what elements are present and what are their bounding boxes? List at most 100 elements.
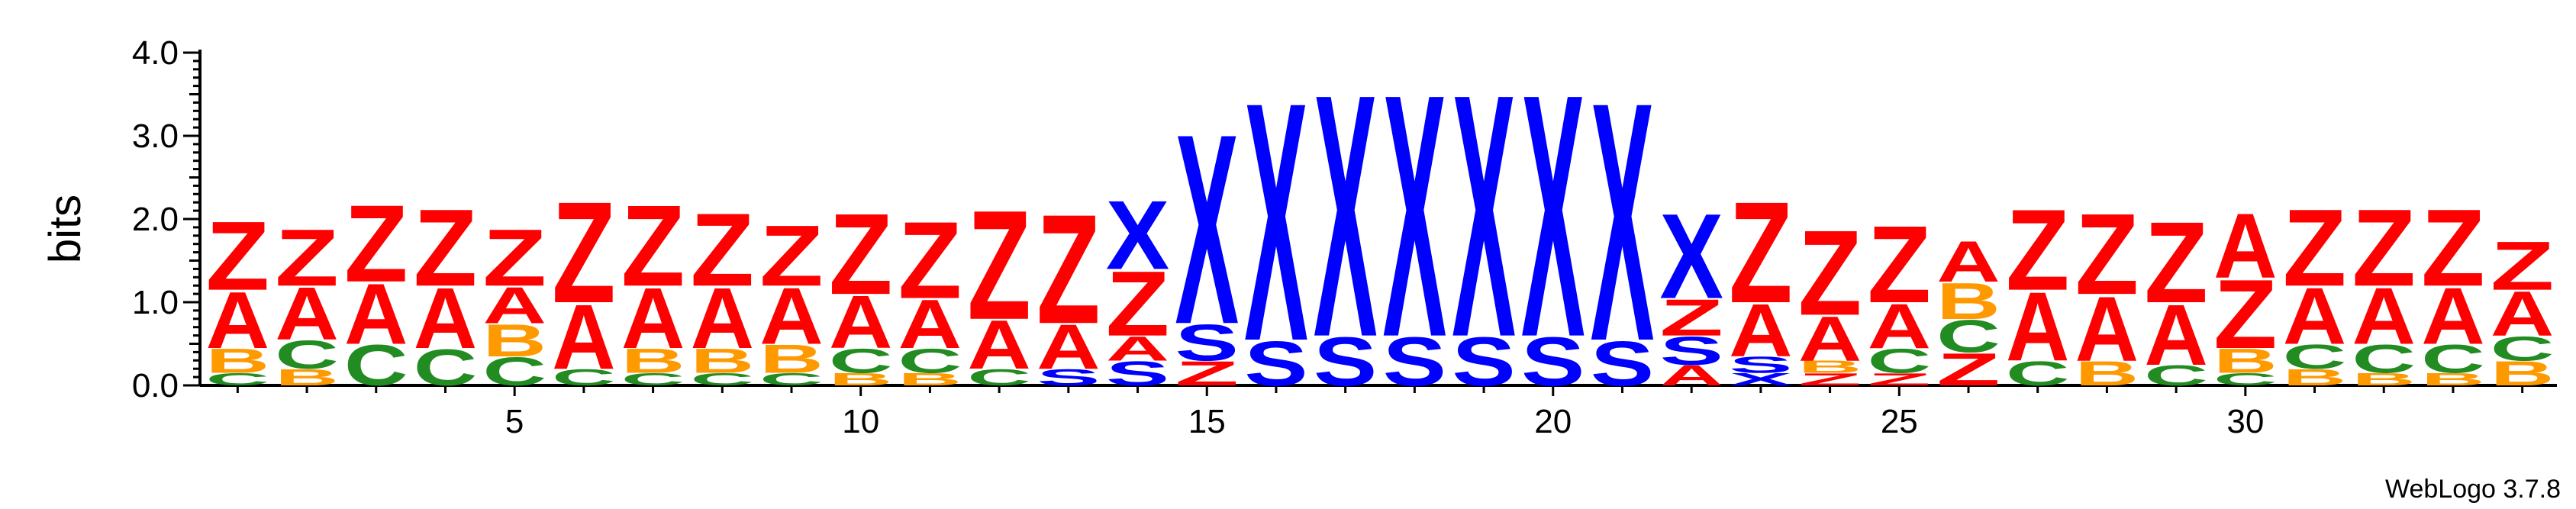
logo-letter-a: A — [2352, 272, 2416, 362]
logo-letter-x: X — [1452, 21, 1516, 410]
logo-letter-z: Z — [1659, 288, 1723, 346]
logo-letter-s: S — [1729, 353, 1792, 379]
logo-letter-s: S — [1037, 365, 1100, 391]
logo-letter-z: Z — [206, 201, 269, 311]
logo-letter-z: Z — [2213, 260, 2277, 370]
logo-letter-x: X — [1521, 21, 1585, 410]
logo-letter-c: C — [482, 350, 546, 395]
logo-letter-a: A — [1868, 292, 1931, 362]
logo-letter-b: B — [829, 370, 892, 389]
logo-letter-c: C — [621, 370, 685, 389]
logo-letter-a: A — [759, 272, 823, 362]
logo-letter-b: B — [2213, 342, 2277, 381]
logo-letter-c: C — [829, 342, 892, 381]
logo-letter-z: Z — [344, 182, 408, 305]
logo-letter-z: Z — [1037, 182, 1100, 356]
logo-column: SX — [1383, 21, 1447, 410]
logo-letter-c: C — [2283, 337, 2346, 376]
logo-letter-z: Z — [414, 186, 477, 309]
logo-letter-a: A — [898, 286, 962, 363]
logo-letter-a: A — [2144, 287, 2207, 384]
logo-letter-a: A — [2283, 272, 2346, 362]
logo-letter-z: Z — [1868, 369, 1931, 389]
logo-letter-s: S — [1452, 324, 1515, 401]
logo-letter-z: Z — [967, 178, 1030, 352]
logo-letter-c: C — [275, 333, 338, 378]
logo-letter-c: C — [691, 370, 754, 389]
logo-letter-c: C — [967, 365, 1030, 391]
logo-letter-z: Z — [2352, 186, 2416, 309]
logo-letter-z: Z — [621, 181, 685, 311]
y-axis: 0.0 1.0 2.0 3.0 4.0 — [132, 34, 202, 404]
logo-letter-z: Z — [1936, 344, 2000, 396]
logo-column: CAZ — [967, 178, 1030, 390]
logo-letter-z: Z — [2006, 185, 2069, 314]
logo-letter-b: B — [2491, 354, 2554, 393]
logo-letter-s: S — [1383, 324, 1446, 401]
x-axis: 5 10 15 20 25 30 — [200, 384, 2557, 440]
logo-letter-a: A — [2075, 278, 2139, 381]
logo-letter-z: Z — [275, 212, 338, 303]
logo-letter-a: A — [344, 266, 408, 362]
logo-letter-a: A — [2213, 195, 2277, 298]
logo-letter-z: Z — [1175, 354, 1239, 393]
logo-column: SX — [1244, 32, 1308, 412]
logo-letter-x: X — [1659, 189, 1723, 324]
logo-letter-x: X — [1314, 21, 1378, 410]
logo-letter-a: A — [275, 272, 338, 356]
logo-letter-z: Z — [829, 189, 892, 319]
logo-letter-z: Z — [1106, 253, 1169, 356]
logo-letter-c: C — [1936, 310, 2000, 362]
logo-letter-x: X — [1175, 78, 1240, 382]
logo-letter-z: Z — [2075, 189, 2139, 319]
logo-letter-c: C — [1868, 342, 1931, 381]
logo-letter-b: B — [2283, 365, 2346, 391]
logo-letter-c: C — [2006, 354, 2069, 393]
x-tick-label: 30 — [2226, 403, 2264, 440]
x-tick-label: 25 — [1881, 403, 1918, 440]
logo-letter-a: A — [206, 275, 269, 366]
logo-letter-s: S — [1521, 324, 1585, 401]
logo-letter-b: B — [206, 342, 269, 381]
logo-letter-c: C — [344, 333, 408, 398]
x-tick-label: 10 — [842, 403, 879, 440]
x-tick-label: 5 — [505, 403, 524, 440]
logo-letter-z: Z — [898, 198, 962, 321]
logo-letter-c: C — [898, 342, 962, 381]
logo-letter-z: Z — [1868, 203, 1931, 326]
y-tick-label: 1.0 — [132, 284, 179, 321]
logo-letter-a: A — [1936, 230, 2000, 294]
weblogo-credit: WebLogo 3.7.8 — [2385, 475, 2561, 504]
logo-letter-x: X — [1244, 32, 1308, 412]
logo-column: SX — [1452, 21, 1516, 410]
logo-letter-b: B — [482, 314, 546, 366]
logo-letter-c: C — [2144, 359, 2207, 391]
logo-letter-c: C — [2352, 337, 2416, 382]
logo-letter-s: S — [1591, 328, 1654, 399]
logo-letter-z: Z — [759, 207, 823, 304]
logo-letter-a: A — [414, 270, 477, 367]
logo-letter-z: Z — [1798, 206, 1862, 341]
logo-stacks: CBAZBCAZCAZCAZCBAZCAZCBAZCBAZCBAZBCAZBCA… — [206, 21, 2555, 413]
y-tick-label: 0.0 — [132, 367, 179, 404]
logo-letter-b: B — [759, 337, 823, 382]
logo-letter-c: C — [206, 370, 269, 389]
logo-letter-z: Z — [691, 192, 754, 308]
logo-letter-b: B — [2421, 370, 2484, 389]
y-tick-label: 4.0 — [132, 34, 179, 72]
logo-letter-b: B — [2352, 370, 2416, 389]
